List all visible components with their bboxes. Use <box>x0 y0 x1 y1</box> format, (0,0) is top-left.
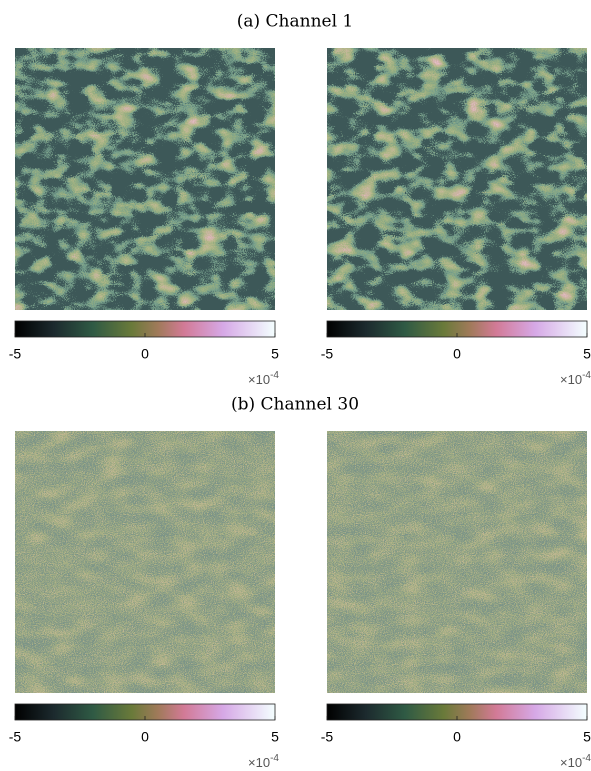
multiplier: ×10 <box>248 755 270 770</box>
tick-label: -5 <box>9 729 22 745</box>
tick-label: 5 <box>271 346 279 362</box>
multiplier: ×10 <box>560 755 582 770</box>
tick-label: 0 <box>141 729 149 745</box>
exponent: -4 <box>270 370 279 381</box>
tick-label: -5 <box>9 346 22 362</box>
exponent: -4 <box>582 370 591 381</box>
residual-image <box>15 48 275 310</box>
multiplier: ×10 <box>560 372 582 387</box>
exponent-label: ×10-4 <box>248 753 279 771</box>
caption: (b) Channel 30 <box>231 395 359 415</box>
exponent: -4 <box>270 753 279 764</box>
exponent-label: ×10-4 <box>560 753 591 771</box>
tick-label: 5 <box>583 729 591 745</box>
caption: (a) Channel 1 <box>237 12 354 32</box>
multiplier: ×10 <box>248 372 270 387</box>
exponent: -4 <box>582 753 591 764</box>
tick-label: 0 <box>453 346 461 362</box>
tick-label: -5 <box>321 729 334 745</box>
tick-label: 5 <box>271 729 279 745</box>
exponent-label: ×10-4 <box>560 370 591 388</box>
tick-label: 5 <box>583 346 591 362</box>
residual-image <box>327 431 587 693</box>
residual-image <box>327 48 587 310</box>
exponent-label: ×10-4 <box>248 370 279 388</box>
tick-label: -5 <box>321 346 334 362</box>
tick-label: 0 <box>141 346 149 362</box>
tick-label: 0 <box>453 729 461 745</box>
residual-image <box>15 431 275 693</box>
